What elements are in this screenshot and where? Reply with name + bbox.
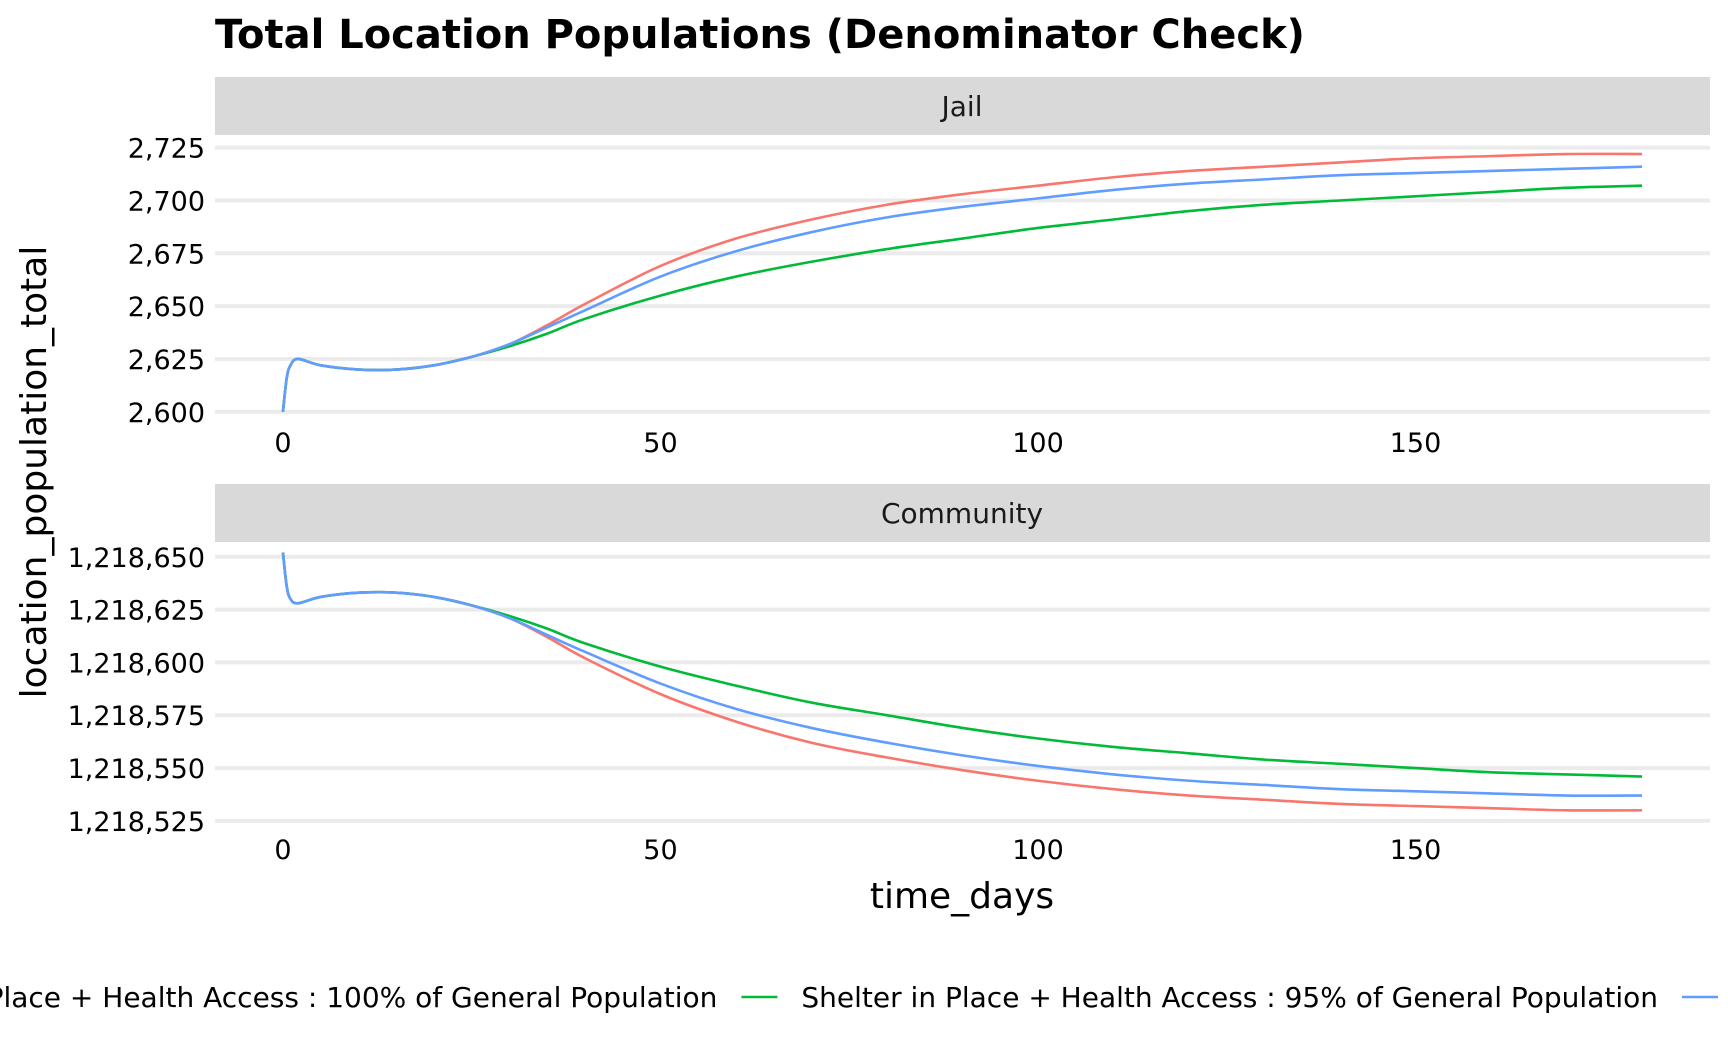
x-axis-title: time_days [870,876,1054,917]
series-lines [281,152,1643,412]
series-line [281,152,1643,412]
y-axis-title: location_population_total [14,246,55,699]
facet-strip-label: Community [881,497,1043,530]
facet-strip-label: Jail [940,90,983,123]
series-line [281,165,1643,412]
series-line [281,552,1643,778]
facet-panel-community: Community 1,218,5251,218,5501,218,5751,2… [68,484,1710,866]
series-line [281,552,1643,812]
legend-label: Shelter in Place + Health Access : 95% o… [801,981,1658,1014]
y-tick-label: 1,218,650 [68,543,205,574]
y-tick-label: 2,650 [128,292,205,323]
x-tick-labels: 0 50 100 150 [274,835,1441,866]
y-tick-label: 2,725 [128,134,205,165]
y-tick-label: 2,625 [128,345,205,376]
gridlines [215,554,1710,823]
y-tick-label: 1,218,625 [68,596,205,627]
chart-title: Total Location Populations (Denominator … [215,12,1305,58]
series-line [281,552,1643,797]
x-tick-label: 50 [643,428,677,459]
gridlines [215,145,1710,414]
y-tick-label: 1,218,600 [68,648,205,679]
facet-strip-community [215,484,1710,542]
y-tick-label: 2,675 [128,239,205,270]
y-tick-labels: 1,218,525 1,218,550 1,218,575 1,218,600 1,21… [68,543,205,838]
series-line [281,184,1643,412]
x-tick-labels: 0 50 100 150 [274,428,1441,459]
legend-label: Shelter in Place + Health Access : 100% … [0,981,717,1014]
x-tick-label: 100 [1012,428,1064,459]
y-tick-label: 1,218,575 [68,701,205,732]
y-tick-label: 1,218,550 [68,754,205,785]
x-tick-label: 50 [643,835,677,866]
y-tick-label: 1,218,525 [68,807,205,838]
facet-panel-jail: Jail 2,600 2,625 2,650 2,675 2,700 2,725 0 50 1… [128,77,1710,459]
series-lines [281,552,1643,812]
x-tick-label: 0 [274,428,291,459]
x-tick-label: 150 [1390,428,1442,459]
legend: Shelter in Place + Health Access : 100% … [0,981,1718,1014]
y-tick-label: 2,700 [128,186,205,217]
y-tick-labels: 2,600 2,625 2,650 2,675 2,700 2,725 [128,134,205,429]
x-tick-label: 150 [1390,835,1442,866]
facet-strip-jail [215,77,1710,135]
x-tick-label: 0 [274,835,291,866]
y-tick-label: 2,600 [128,398,205,429]
x-tick-label: 100 [1012,835,1064,866]
